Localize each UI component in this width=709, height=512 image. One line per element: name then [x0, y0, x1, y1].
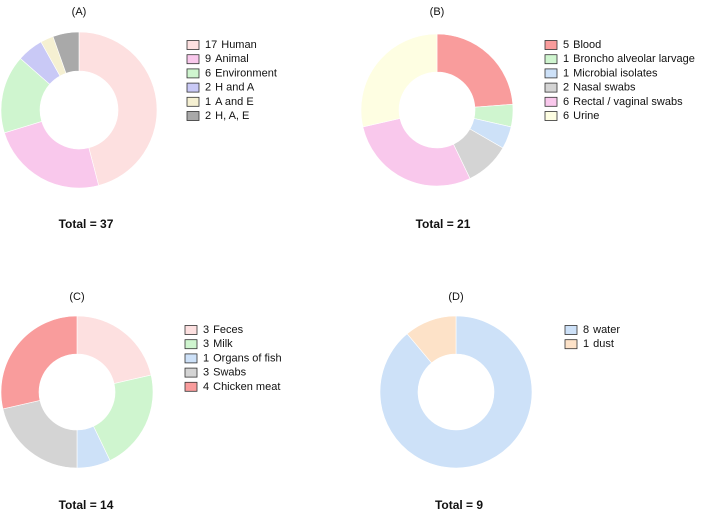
- legend-name: H and A: [215, 82, 255, 94]
- donut-slice: [93, 374, 154, 461]
- legend-name: Urine: [573, 110, 599, 122]
- legend-label: 9 Animal: [205, 53, 249, 65]
- legend-swatch: [184, 353, 198, 364]
- legend-swatch: [184, 367, 198, 378]
- legend-value: 3: [203, 367, 209, 379]
- legend-value: 6: [563, 110, 569, 122]
- legend-label: 6 Urine: [563, 110, 599, 122]
- legend-name: Swabs: [213, 367, 247, 379]
- legend-label: 3 Swabs: [203, 367, 247, 379]
- legend-label: 1 Broncho alveolar larvage: [563, 53, 695, 65]
- legend-name: Nasal swabs: [573, 82, 636, 94]
- donut-slice: [406, 315, 457, 364]
- legend-label: 8 water: [583, 324, 620, 336]
- legend-swatch: [544, 68, 558, 79]
- legend-value: 1: [563, 67, 569, 79]
- footer: Total = 37: [59, 217, 114, 231]
- legend-label: 17 Human: [205, 39, 257, 51]
- footer: Total = 9: [435, 498, 483, 512]
- legend-name: H, A, E: [215, 110, 249, 122]
- legend-name: Environment: [215, 67, 277, 79]
- legend-label: 6 Environment: [205, 67, 277, 79]
- legend-value: 17: [205, 39, 217, 51]
- legend-label: 1 Microbial isolates: [563, 67, 658, 79]
- legend-value: 2: [563, 82, 569, 94]
- legend-label: 3 Feces: [203, 324, 244, 336]
- donut-slice: [360, 33, 438, 128]
- footer: Total = 21: [416, 217, 471, 231]
- donut-slice: [436, 33, 514, 108]
- chart-title: (C): [69, 291, 84, 303]
- legend-label: 1 dust: [583, 338, 614, 350]
- legend-label: 1 Organs of fish: [203, 352, 282, 364]
- donut-slice: [76, 315, 152, 384]
- legend-name: Blood: [573, 39, 601, 51]
- legend-swatch: [184, 381, 198, 392]
- legend-label: 3 Milk: [203, 338, 233, 350]
- legend-label: 2 H and A: [205, 82, 255, 94]
- legend-swatch: [186, 54, 200, 65]
- legend-value: 4: [203, 381, 209, 393]
- legend-swatch: [186, 40, 200, 50]
- chart-title: (B): [430, 6, 445, 18]
- legend-value: 3: [203, 338, 209, 350]
- legend-swatch: [184, 339, 198, 350]
- legend-value: 5: [563, 39, 569, 51]
- legend-value: 2: [205, 110, 211, 122]
- legend-value: 6: [205, 67, 211, 79]
- donut-slice: [2, 400, 78, 469]
- legend-swatch: [184, 325, 198, 335]
- legend-swatch: [564, 339, 578, 350]
- legend-value: 6: [563, 96, 569, 108]
- footer: Total = 14: [59, 498, 114, 512]
- legend-swatch: [186, 68, 200, 79]
- legend-value: 9: [205, 53, 211, 65]
- legend-name: Microbial isolates: [573, 67, 658, 79]
- legend-name: Animal: [215, 53, 249, 65]
- legend-value: 1: [205, 96, 211, 108]
- legend-value: 1: [203, 352, 209, 364]
- legend-name: Milk: [213, 338, 233, 350]
- legend-name: Broncho alveolar larvage: [573, 53, 695, 65]
- legend-label: 6 Rectal / vaginal swabs: [563, 96, 683, 108]
- legend-label: 1 A and E: [205, 96, 254, 108]
- legend-name: Rectal / vaginal swabs: [573, 96, 683, 108]
- legend-swatch: [186, 111, 200, 121]
- donut-slice: [0, 315, 78, 410]
- legend-label: 2 Nasal swabs: [563, 82, 636, 94]
- donut-slice: [52, 31, 80, 74]
- legend-value: 3: [203, 324, 209, 336]
- chart-title: (A): [72, 6, 87, 18]
- legend-swatch: [564, 325, 578, 335]
- legend-swatch: [544, 96, 558, 107]
- legend-name: A and E: [215, 96, 254, 108]
- donut-slice: [78, 31, 158, 186]
- legend-value: 1: [583, 338, 589, 350]
- legend-swatch: [544, 54, 558, 65]
- legend-swatch: [544, 82, 558, 93]
- legend-label: 4 Chicken meat: [203, 381, 280, 393]
- legend-name: Human: [221, 39, 256, 51]
- legend-name: Chicken meat: [213, 381, 280, 393]
- legend-swatch: [186, 82, 200, 93]
- legend-label: 2 H, A, E: [205, 110, 249, 122]
- chart-title: (D): [448, 291, 463, 303]
- legend-value: 8: [583, 324, 589, 336]
- legend-swatch: [544, 40, 558, 50]
- legend-swatch: [186, 96, 200, 107]
- legend-label: 5 Blood: [563, 39, 601, 51]
- donut-slice: [379, 315, 533, 469]
- legend-swatch: [544, 111, 558, 121]
- legend-name: Organs of fish: [213, 352, 281, 364]
- legend-value: 1: [563, 53, 569, 65]
- donut-slice: [362, 118, 471, 187]
- legend-name: water: [592, 324, 620, 336]
- legend-value: 2: [205, 82, 211, 94]
- legend-name: dust: [593, 338, 614, 350]
- legend-name: Feces: [213, 324, 243, 336]
- donut-slice: [4, 121, 100, 189]
